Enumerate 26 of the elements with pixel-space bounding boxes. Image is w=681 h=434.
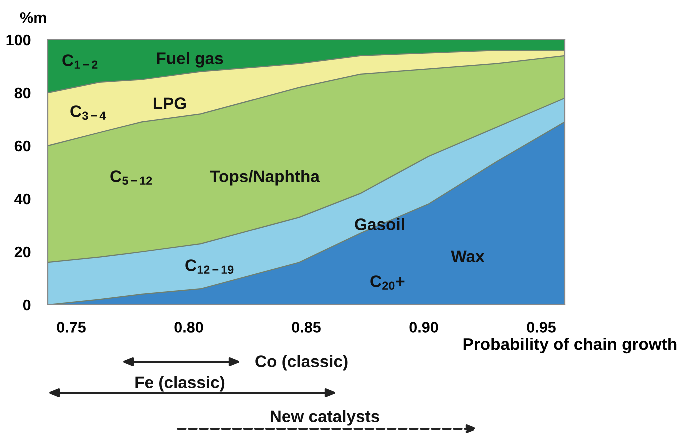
y-tick-label: 0	[23, 300, 31, 311]
x-axis-title: Probability of chain growth	[464, 338, 677, 354]
annotation: Gasoil	[355, 218, 404, 230]
annotation: C$_{12−19}$	[186, 260, 234, 274]
text: Fe (classic)	[136, 376, 225, 392]
x-tick-label: 0.95	[527, 322, 556, 333]
y-tick-label: 60	[14, 140, 31, 152]
annotation: C$_{20}$+	[370, 276, 405, 290]
y-tick-label: 100	[6, 34, 31, 46]
annotation: Tops/Naphtha	[210, 170, 320, 186]
y-tick-label: 40	[14, 194, 31, 205]
y-tick-label: 80	[14, 88, 31, 99]
y-tick-label: 20	[14, 246, 31, 258]
text: Co (classic)	[256, 355, 348, 371]
x-tick-label: 0.75	[57, 322, 86, 333]
x-tick-label: 0.80	[174, 322, 204, 333]
annotation: C$_{3−4}$	[70, 106, 106, 120]
annotation: Wax	[451, 250, 485, 262]
annotation: LPG	[154, 98, 186, 110]
x-tick-label: 0.85	[292, 322, 321, 333]
x-tick-label: 0.90	[410, 322, 438, 333]
text: New catalysts	[270, 410, 380, 426]
annotation: Fuel gas	[157, 52, 224, 68]
y-axis-title: %m	[20, 12, 46, 24]
annotation: C$_{1−2}$	[62, 54, 98, 69]
annotation: C$_{5−12}$	[110, 170, 152, 186]
